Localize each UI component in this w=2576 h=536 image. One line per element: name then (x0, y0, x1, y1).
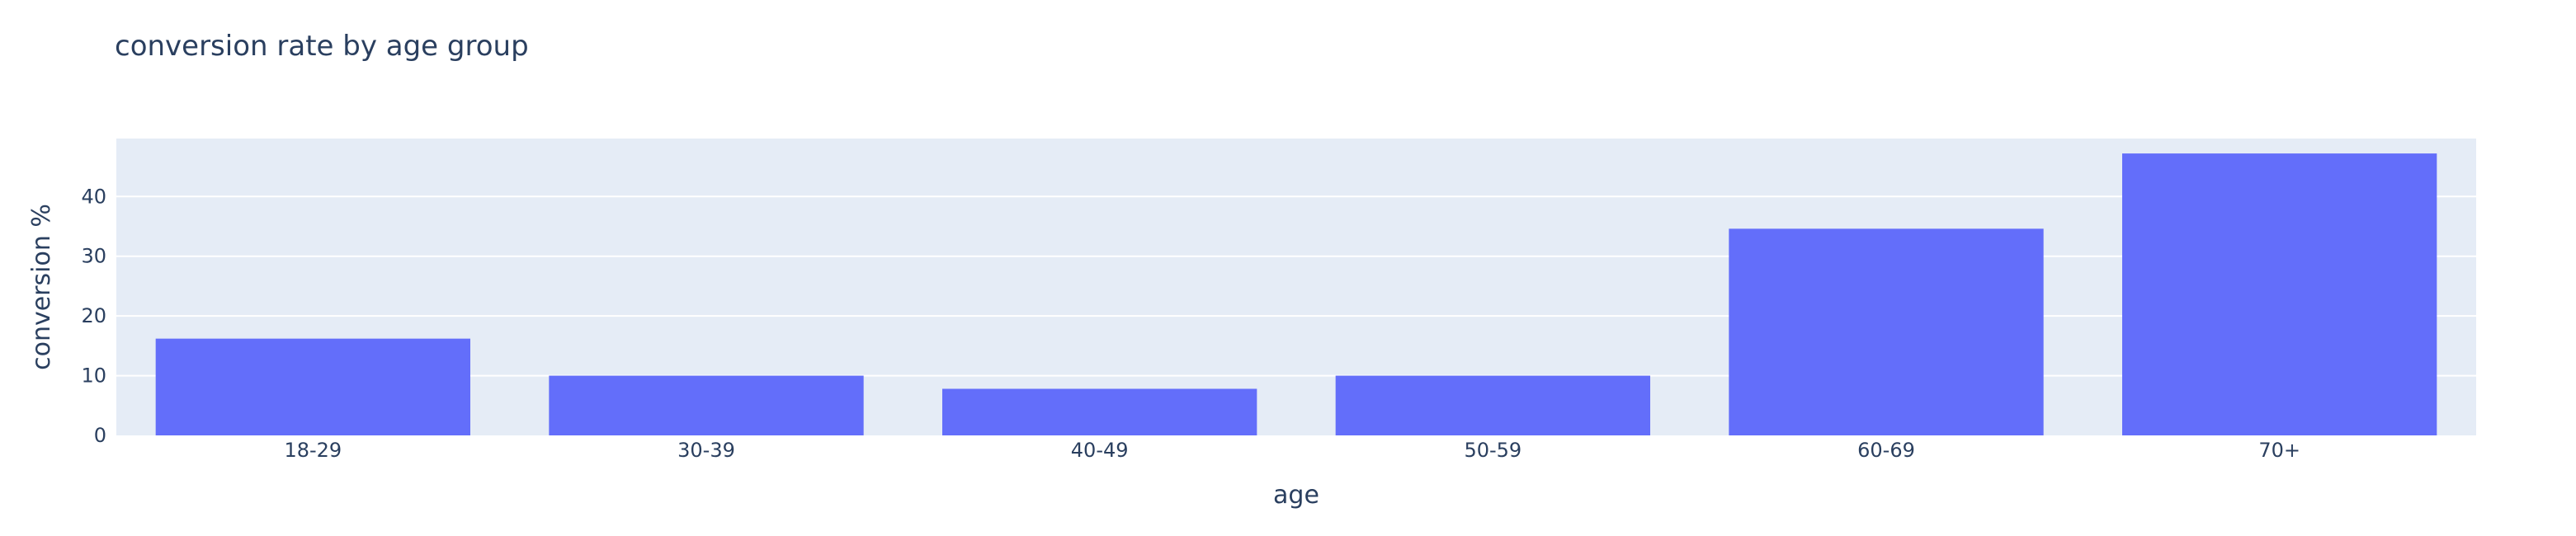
bar-18-29[interactable] (155, 338, 470, 435)
y-tick-label: 40 (81, 185, 106, 208)
bar-30-39[interactable] (549, 375, 864, 435)
chart-title: conversion rate by age group (115, 30, 529, 63)
y-tick-label: 30 (81, 245, 106, 268)
bar-50-59[interactable] (1335, 375, 1650, 435)
bar-60-69[interactable] (1729, 228, 2044, 435)
bar-70+[interactable] (2122, 153, 2437, 436)
y-axis-title: conversion % (27, 204, 56, 370)
x-tick-label: 30-39 (677, 439, 735, 462)
x-axis-ticks: 18-29 30-39 40-49 50-59 60-69 70+ (284, 439, 2300, 462)
x-tick-label: 50-59 (1464, 439, 1522, 462)
y-tick-label: 20 (81, 304, 106, 327)
bars (155, 153, 2437, 436)
y-axis-ticks: 0 10 20 30 40 (81, 185, 106, 447)
bar-40-49[interactable] (942, 388, 1257, 435)
grid-lines (116, 195, 2476, 377)
x-tick-label: 40-49 (1071, 439, 1129, 462)
x-tick-label: 60-69 (1857, 439, 1915, 462)
x-tick-label: 70+ (2258, 439, 2300, 462)
plot-area (116, 139, 2476, 435)
x-tick-label: 18-29 (284, 439, 342, 462)
x-axis-title: age (1273, 481, 1319, 510)
y-tick-label: 0 (94, 424, 106, 447)
y-tick-label: 10 (81, 364, 106, 388)
